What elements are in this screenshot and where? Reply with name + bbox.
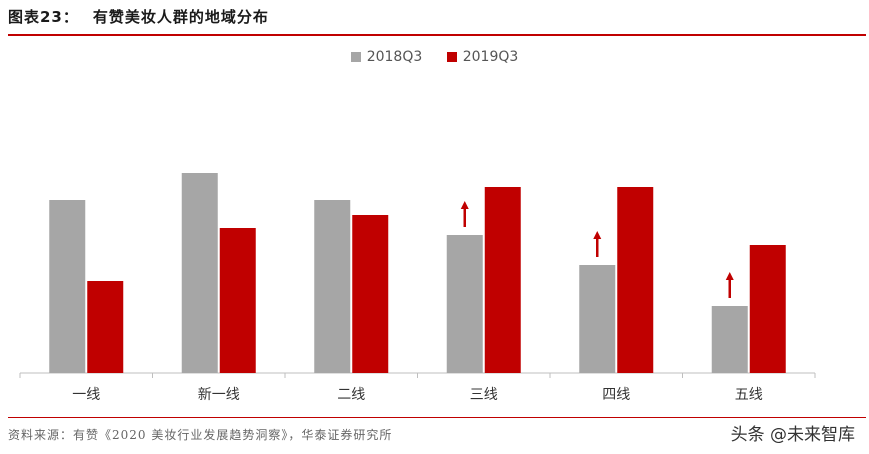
bar-2018Q3-新一线 xyxy=(181,173,218,373)
legend-item-2018: 2018Q3 xyxy=(350,49,423,65)
bar-2019Q3-三线 xyxy=(484,187,521,373)
bar-2018Q3-三线 xyxy=(446,235,483,373)
source-note: 资料来源：有赞《2020 美妆行业发展趋势洞察》，华泰证券研究所 xyxy=(8,428,393,442)
bar-2018Q3-四线 xyxy=(579,265,616,373)
increase-arrow-head-五线 xyxy=(725,272,734,280)
bar-2018Q3-五线 xyxy=(711,306,748,373)
bar-2019Q3-二线 xyxy=(352,215,389,373)
x-tick-label: 五线 xyxy=(735,387,763,403)
legend-label-2018: 2018Q3 xyxy=(366,49,423,65)
watermark: 头条 @未来智库 xyxy=(730,425,855,445)
bar-2018Q3-二线 xyxy=(314,200,351,373)
x-tick-label: 新一线 xyxy=(198,387,240,403)
bar-2018Q3-一线 xyxy=(49,200,86,373)
bottom-rule xyxy=(8,417,866,418)
legend-item-2019: 2019Q3 xyxy=(446,49,519,65)
x-tick-label: 一线 xyxy=(72,387,100,403)
x-tick-label: 三线 xyxy=(470,387,498,403)
x-tick-label: 二线 xyxy=(337,387,365,403)
figure-number: 图表23： xyxy=(8,8,79,26)
bar-2019Q3-五线 xyxy=(749,245,786,373)
legend-swatch-2018 xyxy=(350,52,361,62)
bar-2019Q3-新一线 xyxy=(219,228,256,373)
legend-label-2019: 2019Q3 xyxy=(462,49,519,65)
top-rule xyxy=(8,34,866,36)
x-tick-label: 四线 xyxy=(602,387,630,403)
chart-legend: 2018Q3 2019Q3 xyxy=(0,49,869,65)
bar-2019Q3-一线 xyxy=(87,281,124,373)
figure-title: 图表23： 有赞美妆人群的地域分布 xyxy=(8,6,269,27)
legend-swatch-2019 xyxy=(446,52,457,62)
bar-2019Q3-四线 xyxy=(617,187,654,373)
increase-arrow-head-四线 xyxy=(593,231,602,239)
increase-arrow-head-三线 xyxy=(460,201,469,209)
figure-title-text: 有赞美妆人群的地域分布 xyxy=(92,8,269,26)
